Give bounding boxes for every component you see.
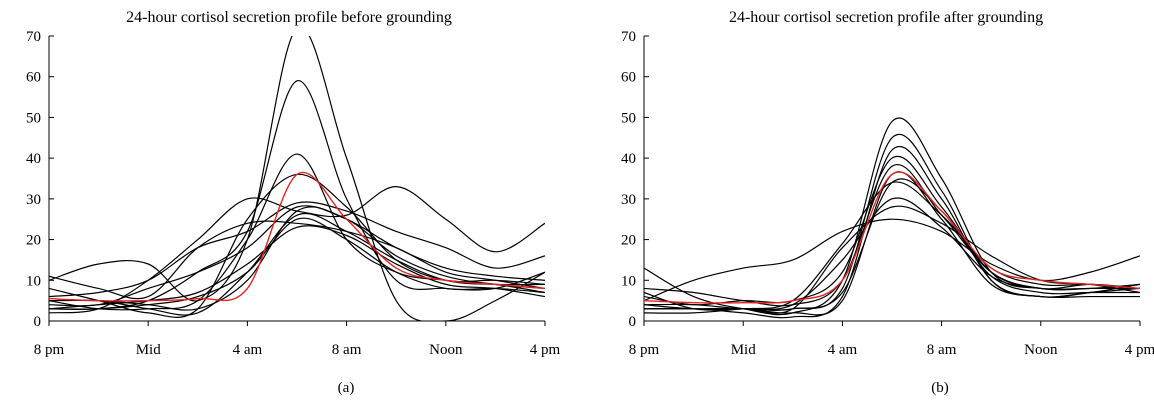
- y-tick-label: 10: [26, 273, 41, 289]
- y-tick-label: 60: [621, 70, 636, 86]
- y-tick-label: 40: [621, 151, 636, 167]
- x-tick-label: Noon: [429, 342, 463, 358]
- series-line: [49, 206, 545, 311]
- x-tick-label: Mid: [136, 342, 162, 358]
- x-tick-label: 8 am: [332, 342, 362, 358]
- series-line: [49, 186, 545, 314]
- mean-series-line: [644, 171, 1140, 304]
- series-line: [49, 201, 545, 298]
- plot-area: 0 10 20 30 40 50 60 70 8 pm Mid 4 am 8 am Noon 4 pm: [621, 29, 1154, 358]
- x-tick-label: Noon: [1024, 342, 1058, 358]
- series-line: [49, 220, 545, 300]
- y-tick-label: 40: [26, 151, 41, 167]
- series-line: [644, 133, 1140, 311]
- x-tick-label: 4 am: [828, 342, 858, 358]
- chart-panel-after: 24-hour cortisol secretion profile after…: [621, 9, 1154, 396]
- mean-series-line: [49, 171, 545, 302]
- chart-title: 24-hour cortisol secretion profile after…: [729, 9, 1043, 26]
- y-tick-label: 50: [26, 110, 41, 126]
- x-tick-label: 8 pm: [629, 342, 660, 358]
- panel-label: (a): [338, 380, 355, 396]
- x-tick-label: 8 pm: [34, 342, 65, 358]
- y-tick-label: 70: [621, 29, 636, 45]
- y-tick-label: 0: [34, 314, 42, 330]
- y-tick-label: 30: [621, 192, 636, 208]
- x-tick-label: 8 am: [927, 342, 957, 358]
- x-tick-label: 4 am: [233, 342, 263, 358]
- y-tick-label: 20: [621, 233, 636, 249]
- series-line: [644, 146, 1140, 319]
- x-tick-label: 4 pm: [1125, 342, 1154, 358]
- y-tick-label: 70: [26, 29, 41, 45]
- series-group: [644, 117, 1140, 319]
- chart-panel-before: 24-hour cortisol secretion profile befor…: [26, 9, 561, 396]
- series-line: [644, 181, 1140, 310]
- y-tick-label: 10: [621, 273, 636, 289]
- series-line: [49, 205, 545, 307]
- series-line: [49, 217, 545, 310]
- x-tick-label: Mid: [731, 342, 757, 358]
- panel-label: (b): [931, 380, 949, 396]
- series-line: [49, 153, 545, 311]
- series-line: [644, 218, 1140, 302]
- series-line: [644, 205, 1140, 314]
- series-line: [49, 225, 545, 310]
- plot-area: 0 10 20 30 40 50 60 70 8 pm Mid 4 am 8 am Noon 4 pm: [26, 29, 561, 358]
- y-tick-label: 60: [26, 70, 41, 86]
- series-group: [49, 36, 545, 321]
- y-tick-label: 30: [26, 192, 41, 208]
- y-tick-label: 20: [26, 233, 41, 249]
- series-line: [49, 80, 545, 310]
- series-line: [49, 212, 545, 316]
- y-tick-label: 50: [621, 110, 636, 126]
- x-tick-label: 4 pm: [530, 342, 561, 358]
- y-tick-label: 0: [629, 314, 637, 330]
- chart-title: 24-hour cortisol secretion profile befor…: [126, 9, 452, 26]
- series-line: [49, 36, 545, 321]
